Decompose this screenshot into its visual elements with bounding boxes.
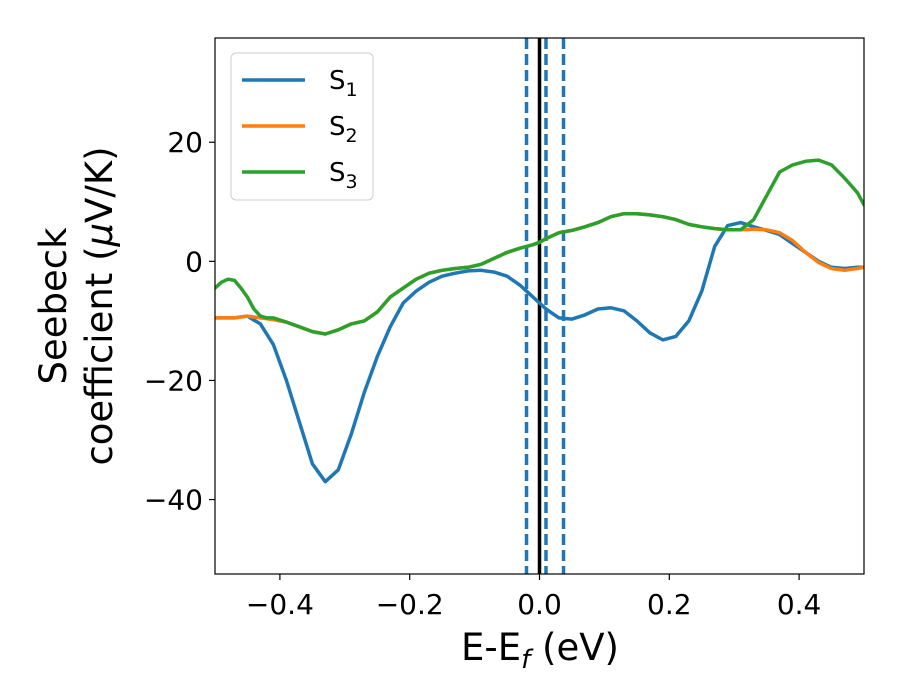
legend-label-s1: S1 bbox=[329, 66, 358, 101]
x-tick-label: −0.4 bbox=[246, 588, 314, 621]
x-tick-label: 0.2 bbox=[647, 588, 692, 621]
y-tick-label: 0 bbox=[185, 245, 203, 278]
y-axis-label-line2: coefficient (μV/K) bbox=[78, 146, 121, 465]
x-tick-label: −0.2 bbox=[376, 588, 444, 621]
y-axis-ticks: −40 −20 0 20 bbox=[144, 126, 215, 517]
y-axis-label-line1: Seebeck bbox=[32, 227, 75, 385]
vertical-reference-lines bbox=[524, 38, 566, 574]
legend-label-s2: S2 bbox=[329, 112, 358, 147]
y-axis-label: Seebeck coefficient (μV/K) bbox=[32, 146, 121, 465]
legend: S1 S2 S3 bbox=[230, 52, 374, 201]
y-tick-label: −40 bbox=[144, 484, 203, 517]
x-tick-label: 0.0 bbox=[517, 588, 562, 621]
legend-label-s3: S3 bbox=[329, 158, 358, 193]
series-lines bbox=[215, 158, 864, 484]
x-axis-ticks: −0.4 −0.2 0.0 0.2 0.4 bbox=[246, 574, 821, 621]
series-line-s3 bbox=[215, 158, 864, 336]
x-axis-label: E-Ef (eV) bbox=[461, 626, 619, 675]
y-tick-label: 20 bbox=[167, 126, 203, 159]
x-tick-label: 0.4 bbox=[777, 588, 822, 621]
y-tick-label: −20 bbox=[144, 364, 203, 397]
